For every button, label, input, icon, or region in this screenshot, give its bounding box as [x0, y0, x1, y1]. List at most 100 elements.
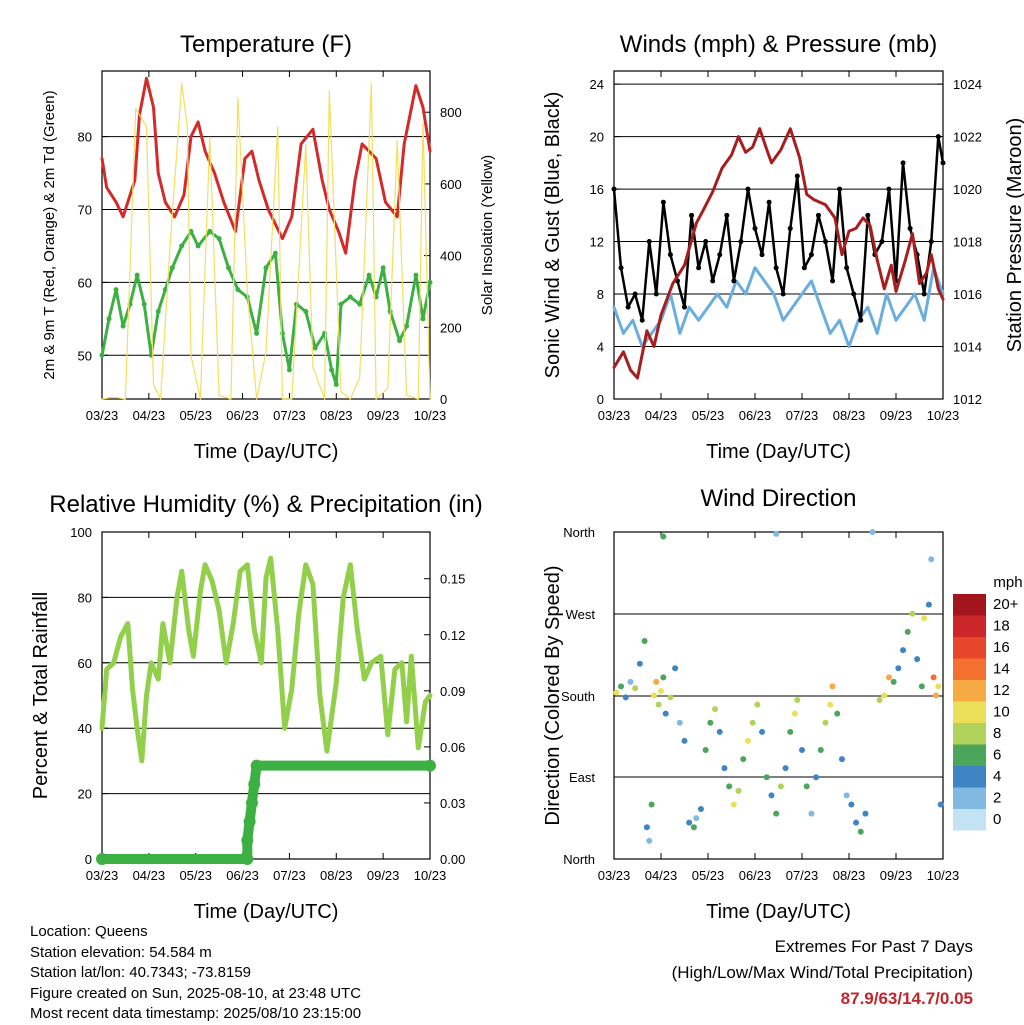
- series-gust-point: [801, 265, 807, 271]
- x-tick-label: 10/23: [927, 408, 960, 423]
- series-gust-point: [773, 265, 779, 271]
- legend-swatch: [953, 637, 986, 659]
- wind-direction-point: [730, 801, 737, 808]
- x-axis-label-3: Time (Day/UTC): [706, 901, 851, 923]
- y-axis-label-3: Direction (Colored By Speed): [542, 565, 564, 825]
- series-gust-point: [717, 252, 723, 258]
- x-tick-label: 10/23: [414, 408, 447, 423]
- legend-label: 10: [993, 704, 1010, 721]
- series-gust-point: [879, 239, 885, 245]
- y-right-tick-label: 200: [440, 320, 462, 335]
- series-2m-td-point: [397, 338, 403, 344]
- series-gust-point: [738, 239, 744, 245]
- x-tick-label: 03/23: [598, 408, 631, 423]
- wind-direction-point: [768, 792, 775, 799]
- legend-swatch: [953, 615, 986, 637]
- series-2m-td-point: [99, 352, 105, 358]
- series-total-rainfall-point: [243, 815, 256, 828]
- wind-direction-point: [707, 719, 714, 726]
- x-tick-label: 09/23: [367, 868, 400, 883]
- legend-label: 0: [993, 811, 1001, 828]
- series-2m-td-point: [272, 250, 278, 256]
- series-2m-td-point: [179, 243, 185, 249]
- y-tick-label: East: [569, 770, 595, 785]
- series-2m-td-point: [106, 316, 112, 322]
- y-tick-label: 24: [590, 77, 604, 92]
- wind-direction-point: [838, 756, 845, 763]
- wind-direction-point: [791, 710, 798, 717]
- legend-label: 14: [993, 661, 1010, 678]
- wind-direction-point: [686, 819, 693, 826]
- series-2m-td-point: [366, 272, 372, 278]
- y-right-tick-label: 0.15: [440, 572, 465, 587]
- chart-title-0: Temperature (F): [180, 31, 352, 58]
- series-gust-point: [660, 199, 666, 205]
- legend-label: 12: [993, 682, 1010, 699]
- series-2m-td-point: [380, 265, 386, 271]
- series-gust-point: [851, 291, 857, 297]
- y-right-tick-label: 0.03: [440, 796, 465, 811]
- wind-direction-point: [690, 824, 697, 831]
- wind-direction-point: [787, 728, 794, 735]
- series-gust-point: [928, 239, 934, 245]
- y-right-tick-label: 0.12: [440, 628, 465, 643]
- series-gust-point: [787, 225, 793, 231]
- wind-direction-point: [777, 783, 784, 790]
- y-tick-label: 16: [590, 182, 604, 197]
- y-tick-label: South: [561, 689, 595, 704]
- wind-direction-point: [627, 678, 634, 685]
- series-total-rainfall-point: [245, 796, 258, 809]
- wind-direction-point: [794, 697, 801, 704]
- extremes-values: 87.9/63/14.7/0.05: [840, 989, 973, 1008]
- wind-direction-point: [895, 665, 902, 672]
- wind-direction-point: [672, 665, 679, 672]
- wind-direction-point: [932, 692, 939, 699]
- wind-direction-point: [848, 801, 855, 808]
- figure-created: Figure created on Sun, 2025-08-10, at 23…: [30, 984, 362, 1002]
- series-gust-point: [780, 291, 786, 297]
- chart-title-3: Wind Direction: [700, 485, 856, 512]
- x-tick-label: 08/23: [833, 868, 866, 883]
- wind-direction-point: [759, 728, 766, 735]
- x-tick-label: 07/23: [786, 868, 819, 883]
- y-tick-label: North: [563, 525, 595, 540]
- legend-swatch: [953, 658, 986, 680]
- x-tick-label: 05/23: [179, 408, 212, 423]
- series-2m-td-point: [113, 287, 119, 293]
- x-tick-label: 04/23: [645, 408, 678, 423]
- wind-direction-point: [853, 819, 860, 826]
- x-tick-label: 08/23: [833, 408, 866, 423]
- extremes-subtitle: (High/Low/Max Wind/Total Precipitation): [671, 963, 973, 982]
- wind-direction-point: [660, 533, 667, 540]
- series-2m-td-point: [420, 316, 426, 322]
- series-sonic-wind: [612, 266, 945, 348]
- x-tick-label: 10/23: [414, 868, 447, 883]
- x-tick-label: 05/23: [179, 868, 212, 883]
- series-gust-point: [703, 239, 709, 245]
- plot-frame-1: [613, 70, 944, 400]
- x-axis-label-2: Time (Day/UTC): [194, 901, 339, 923]
- extremes-panel: Extremes For Past 7 Days (High/Low/Max W…: [672, 934, 973, 1012]
- wind-direction-point: [681, 737, 688, 744]
- wind-direction-point: [817, 747, 824, 753]
- series-gust-point: [766, 199, 772, 205]
- series-2m-td-point: [404, 323, 410, 329]
- series-gust-point: [724, 212, 730, 218]
- y-tick-label: North: [563, 852, 595, 867]
- series-total-rainfall-point: [241, 834, 254, 847]
- series-2m-td-point: [155, 309, 161, 315]
- legend-swatch: [953, 723, 986, 745]
- legend-swatch: [953, 766, 986, 788]
- wind-direction-point: [782, 765, 789, 772]
- series-2m-td-point: [329, 367, 335, 373]
- series-total-rainfall: [97, 760, 435, 864]
- wind-direction-point: [773, 810, 780, 817]
- series-gust-point: [759, 252, 765, 258]
- series-gust-point: [667, 252, 673, 258]
- wind-direction-point: [643, 824, 650, 831]
- legend-swatch: [953, 680, 986, 702]
- y-tick-label: 100: [70, 525, 92, 540]
- recent-timestamp: Most recent data timestamp: 2025/08/10 2…: [30, 1005, 362, 1022]
- series-gust-point: [625, 304, 631, 310]
- series-2m-td-point: [226, 265, 232, 271]
